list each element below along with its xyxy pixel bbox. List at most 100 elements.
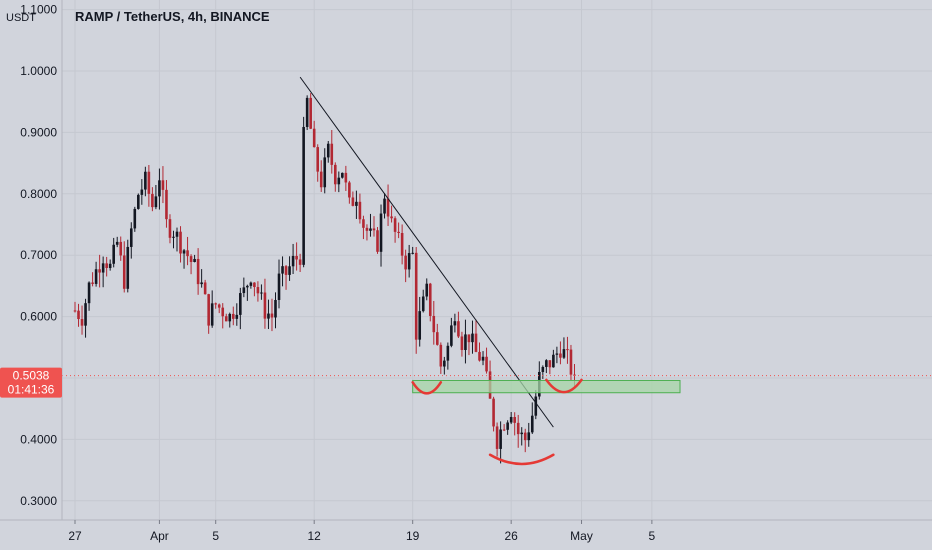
candle-body — [87, 282, 91, 304]
candle-body — [284, 266, 288, 275]
candle-body — [77, 310, 80, 320]
candle-body — [523, 432, 527, 441]
candle-body — [562, 349, 566, 358]
candle-body — [91, 282, 94, 284]
candle-body — [129, 228, 133, 247]
price-tick-label: 0.6000 — [20, 310, 57, 324]
candle-body — [122, 255, 126, 289]
time-tick-label: 5 — [212, 529, 219, 543]
candle-body — [274, 299, 277, 318]
candle-body — [302, 126, 305, 265]
candle-body — [319, 171, 323, 188]
candle-body — [115, 241, 119, 245]
hand-drawn-arc[interactable] — [488, 453, 555, 466]
candle-body — [355, 201, 358, 206]
candle-body — [559, 353, 562, 358]
candle-body — [207, 294, 210, 326]
trend-line[interactable] — [299, 76, 554, 428]
time-tick-label: 5 — [649, 529, 656, 543]
candle-body — [231, 313, 235, 319]
candle-body — [411, 252, 414, 254]
candle-body — [379, 213, 383, 252]
candle-body — [397, 231, 400, 233]
candle-body — [545, 360, 548, 367]
candle-body — [326, 143, 330, 158]
candle-body — [253, 282, 256, 288]
candle-body — [263, 292, 267, 319]
time-scale-background — [0, 520, 932, 550]
candle-body — [530, 415, 534, 433]
candle-body — [228, 313, 232, 322]
candle-body — [256, 287, 260, 294]
candle-body — [189, 256, 193, 263]
candle-body — [386, 198, 390, 217]
candle-body — [168, 219, 172, 238]
candle-body — [140, 189, 144, 195]
candle-body — [513, 417, 516, 423]
candle-body — [393, 218, 397, 232]
candle-body — [552, 354, 555, 368]
candle-body — [453, 321, 457, 326]
candle-body — [133, 208, 137, 229]
candle-body — [235, 314, 239, 319]
candle-body — [193, 258, 196, 263]
candle-body — [305, 97, 309, 127]
candle-body — [400, 232, 404, 256]
candle-body — [137, 194, 140, 209]
candle-body — [467, 334, 471, 343]
candle-body — [242, 287, 246, 294]
grid — [62, 0, 932, 520]
candle-body — [358, 201, 362, 220]
candle-body — [224, 316, 228, 322]
last-price-tag: 0.5038 01:41:36 — [0, 367, 62, 398]
candle-body — [457, 321, 460, 337]
candle-body — [291, 255, 295, 267]
candle-body — [418, 311, 422, 340]
candle-body — [73, 310, 77, 312]
candle-body — [569, 349, 573, 375]
candle-body — [172, 236, 175, 238]
candle-body — [520, 432, 524, 435]
candle-body — [312, 128, 316, 148]
hand-drawn-arc[interactable] — [545, 378, 583, 394]
candle-body — [165, 189, 168, 220]
candle-body — [295, 255, 298, 260]
candle-body — [432, 315, 436, 333]
candle-body — [119, 241, 123, 256]
candle-body — [200, 282, 203, 285]
time-tick-label: 26 — [504, 529, 518, 543]
candle-body — [362, 219, 365, 228]
candle-body — [217, 304, 221, 308]
candle-body — [333, 164, 337, 185]
candle-body — [390, 216, 393, 219]
candle-body — [151, 193, 154, 208]
candle-body — [509, 417, 513, 423]
candle-body — [260, 292, 263, 294]
candle-body — [221, 307, 225, 317]
time-axis[interactable]: 27 Apr 5 12 19 26 May 5 — [68, 520, 656, 543]
candle-body — [443, 360, 446, 367]
candle-body — [186, 250, 189, 257]
candle-body — [425, 283, 429, 297]
candle-body — [365, 227, 369, 231]
candle-body — [351, 197, 355, 206]
support-zone-rectangle[interactable] — [412, 379, 681, 394]
candle-body — [126, 246, 130, 289]
candle-body — [179, 231, 182, 254]
candle-body — [101, 263, 105, 273]
time-tick-label: May — [570, 529, 593, 543]
candle-body — [555, 353, 559, 355]
candle-body — [210, 303, 214, 326]
last-price-value: 0.5038 — [13, 369, 50, 383]
hand-drawn-arc[interactable] — [411, 381, 443, 395]
candle-body — [158, 180, 161, 197]
candle-body — [439, 344, 443, 367]
candle-body — [414, 252, 418, 340]
candle-body — [112, 244, 115, 264]
candle-body — [341, 172, 344, 178]
candle-body — [372, 228, 376, 231]
candle-body — [485, 356, 488, 372]
candle-body — [196, 258, 200, 285]
candle-body — [450, 325, 453, 346]
